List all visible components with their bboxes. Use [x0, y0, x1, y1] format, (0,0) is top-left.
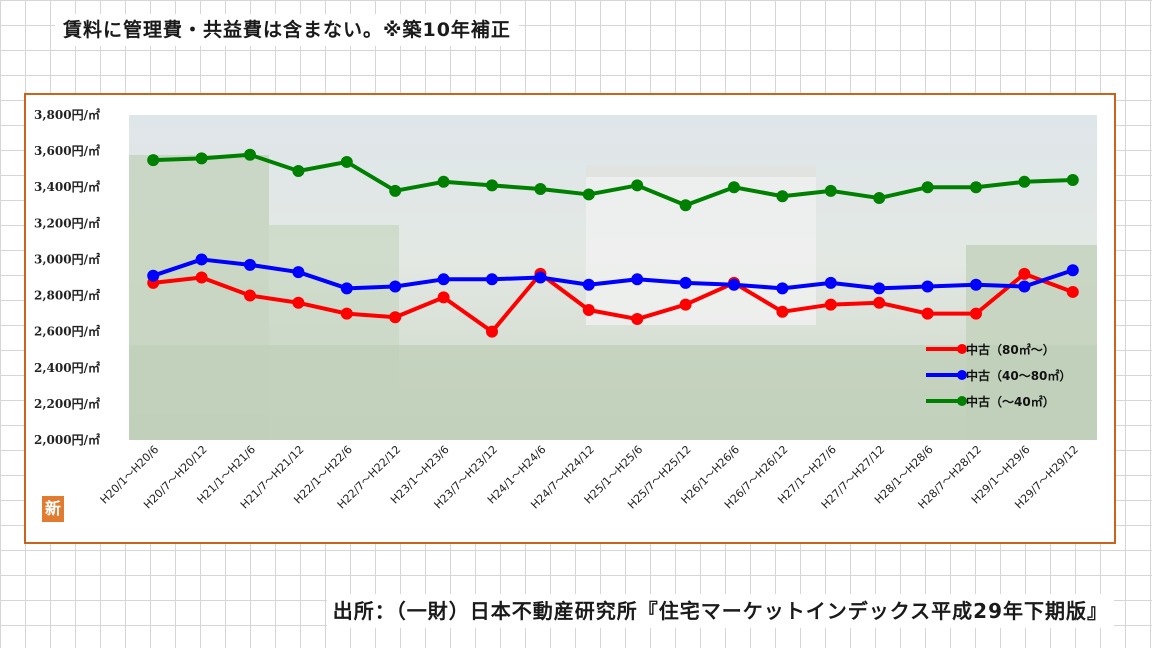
- data-point: [1066, 285, 1079, 298]
- series-group: [147, 148, 1079, 338]
- data-point: [1066, 174, 1079, 186]
- data-point: [1066, 264, 1079, 277]
- y-axis: 2,000円/㎡ 2,200円/㎡ 2,400円/㎡ 2,600円/㎡ 2,800円/㎡…: [34, 107, 100, 447]
- data-point: [486, 325, 498, 338]
- data-point: [437, 291, 450, 304]
- data-point: [728, 181, 740, 194]
- data-point: [631, 273, 644, 286]
- y-tick-label: 2,200円/㎡: [34, 396, 100, 411]
- source-citation: 出所：（一財）日本不動産研究所『住宅マーケットインデックス平成29年下期版』: [326, 594, 1114, 628]
- series-line: [152, 257, 1074, 291]
- data-point: [389, 184, 402, 197]
- data-point: [1018, 280, 1031, 293]
- data-point: [340, 155, 353, 168]
- data-point: [534, 271, 547, 284]
- y-tick-label: 2,800円/㎡: [34, 288, 100, 303]
- data-point: [970, 181, 982, 194]
- data-point: [195, 271, 208, 284]
- data-point: [1018, 267, 1031, 280]
- data-point: [970, 278, 982, 291]
- series-line: [152, 271, 1074, 334]
- data-point: [776, 282, 789, 295]
- legend-label: 中古（40～80㎡）: [966, 368, 1071, 383]
- data-point: [582, 278, 595, 291]
- data-point: [195, 253, 208, 266]
- data-point: [195, 152, 208, 165]
- data-point: [776, 305, 789, 318]
- data-point: [389, 280, 402, 293]
- line-chart: 2,000円/㎡ 2,200円/㎡ 2,400円/㎡ 2,600円/㎡ 2,800円/㎡…: [34, 107, 1097, 512]
- data-point: [389, 311, 402, 324]
- data-point: [873, 192, 886, 205]
- data-point: [486, 179, 498, 192]
- y-tick-label: 2,600円/㎡: [34, 324, 100, 339]
- data-point: [679, 199, 692, 212]
- data-point: [486, 273, 498, 286]
- data-point: [340, 282, 353, 295]
- data-point: [437, 175, 450, 188]
- data-point: [873, 296, 886, 309]
- data-point: [292, 164, 305, 177]
- data-point: [921, 307, 934, 320]
- y-tick-label: 3,400円/㎡: [34, 179, 100, 194]
- legend-marker: [957, 344, 967, 354]
- data-point: [1018, 175, 1031, 188]
- x-axis: H20/1～H20/6H20/7～H20/12H21/1～H21/6H21/7～…: [98, 443, 1081, 512]
- data-point: [340, 307, 353, 320]
- data-point: [244, 258, 256, 271]
- data-point: [824, 184, 837, 197]
- y-tick-label: 2,000円/㎡: [34, 432, 100, 447]
- data-point: [244, 289, 256, 302]
- data-point: [873, 282, 886, 295]
- legend: 中古（80㎡～） 中古（40～80㎡） 中古（～40㎡）: [926, 342, 1071, 409]
- data-point: [824, 276, 837, 289]
- series-1: [147, 253, 1079, 295]
- y-tick-label: 3,800円/㎡: [34, 107, 100, 122]
- data-point: [534, 183, 547, 196]
- data-point: [679, 276, 692, 289]
- y-tick-label: 3,200円/㎡: [34, 215, 100, 230]
- data-point: [582, 188, 595, 201]
- data-point: [147, 154, 160, 167]
- data-point: [244, 148, 256, 161]
- series-2: [147, 148, 1079, 212]
- y-tick-label: 3,000円/㎡: [34, 251, 100, 266]
- chart-frame: 2,000円/㎡ 2,200円/㎡ 2,400円/㎡ 2,600円/㎡ 2,800円/㎡…: [24, 93, 1116, 544]
- chart-note: 賃料に管理費・共益費は含まない。※築10年補正: [55, 14, 519, 46]
- data-point: [437, 273, 450, 286]
- data-point: [776, 190, 789, 203]
- data-point: [631, 179, 644, 192]
- data-point: [921, 280, 934, 293]
- data-point: [679, 298, 692, 311]
- data-point: [921, 181, 934, 194]
- data-point: [631, 313, 644, 326]
- y-tick-label: 2,400円/㎡: [34, 360, 100, 375]
- series-line: [153, 152, 1073, 208]
- data-point: [970, 307, 982, 320]
- data-point: [582, 304, 595, 316]
- publisher-logo: 新: [42, 496, 64, 522]
- data-point: [728, 278, 740, 291]
- legend-label: 中古（～40㎡）: [966, 394, 1055, 409]
- data-point: [292, 266, 305, 279]
- data-point: [824, 298, 837, 311]
- legend-marker: [957, 370, 967, 380]
- data-point: [292, 296, 305, 309]
- y-tick-label: 3,600円/㎡: [34, 143, 100, 158]
- legend-marker: [957, 396, 967, 406]
- data-point: [147, 269, 160, 282]
- legend-label: 中古（80㎡～）: [966, 342, 1055, 357]
- series-0: [147, 267, 1079, 338]
